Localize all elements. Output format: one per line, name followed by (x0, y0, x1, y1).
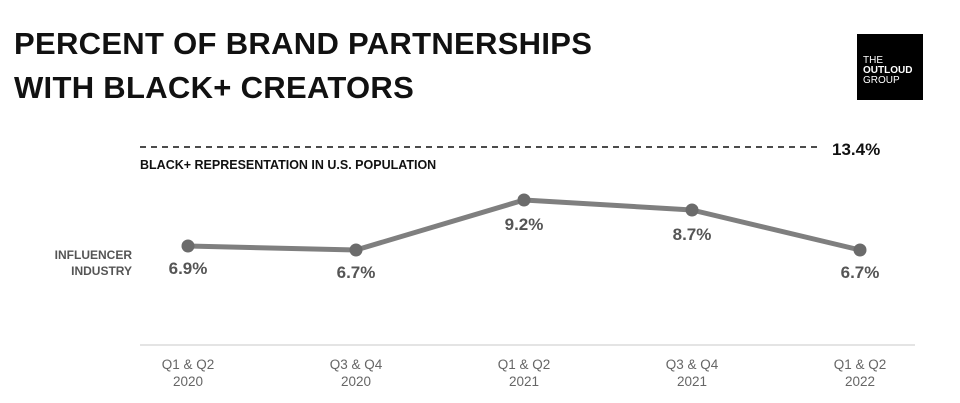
x-tick-label: 2021 (677, 374, 707, 389)
plot-area: 6.9% 6.7% 9.2% 8.7% 6.7% (169, 193, 880, 282)
chart-title-line-1: PERCENT OF BRAND PARTNERSHIPS (14, 26, 593, 61)
outloud-group-logo: THE OUTLOUD GROUP (857, 34, 923, 100)
x-tick-label: 2022 (845, 374, 875, 389)
x-tick-label: Q1 & Q2 (162, 357, 215, 372)
x-tick-label: Q3 & Q4 (330, 357, 383, 372)
logo-text-line-2: OUTLOUD (863, 65, 913, 76)
reference-line-group: 13.4% BLACK+ REPRESENTATION IN U.S. POPUL… (140, 140, 880, 172)
logo-text-line-1: THE (863, 55, 883, 66)
data-point-marker (685, 203, 699, 217)
x-tick-label: 2020 (341, 374, 371, 389)
data-value-label: 9.2% (505, 215, 544, 234)
reference-value-label: 13.4% (832, 140, 880, 159)
data-value-label: 6.9% (169, 259, 208, 278)
data-value-label: 6.7% (337, 263, 376, 282)
data-point-marker (853, 243, 867, 257)
logo-text-line-3: GROUP (863, 75, 900, 86)
chart-title: PERCENT OF BRAND PARTNERSHIPS WITH BLACK… (14, 22, 592, 110)
data-value-label: 6.7% (841, 263, 880, 282)
data-point-marker (517, 193, 531, 207)
series-label-line-2: INDUSTRY (71, 264, 132, 278)
x-tick-label: Q3 & Q4 (666, 357, 719, 372)
series-label-group: INFLUENCER INDUSTRY (55, 248, 133, 278)
data-value-label: 8.7% (673, 225, 712, 244)
chart-title-line-2: WITH BLACK+ CREATORS (14, 70, 415, 105)
x-tick-label: 2021 (509, 374, 539, 389)
x-tick-label: Q1 & Q2 (498, 357, 551, 372)
x-tick-label: 2020 (173, 374, 203, 389)
x-tick-label: Q1 & Q2 (834, 357, 887, 372)
x-axis: Q1 & Q2 2020 Q3 & Q4 2020 Q1 & Q2 2021 Q3 & Q4… (140, 344, 915, 389)
reference-line-label: BLACK+ REPRESENTATION IN U.S. POPULATION (140, 158, 436, 172)
data-point-marker (181, 239, 195, 253)
series-label-line-1: INFLUENCER (55, 248, 133, 262)
data-point-marker (349, 243, 363, 257)
